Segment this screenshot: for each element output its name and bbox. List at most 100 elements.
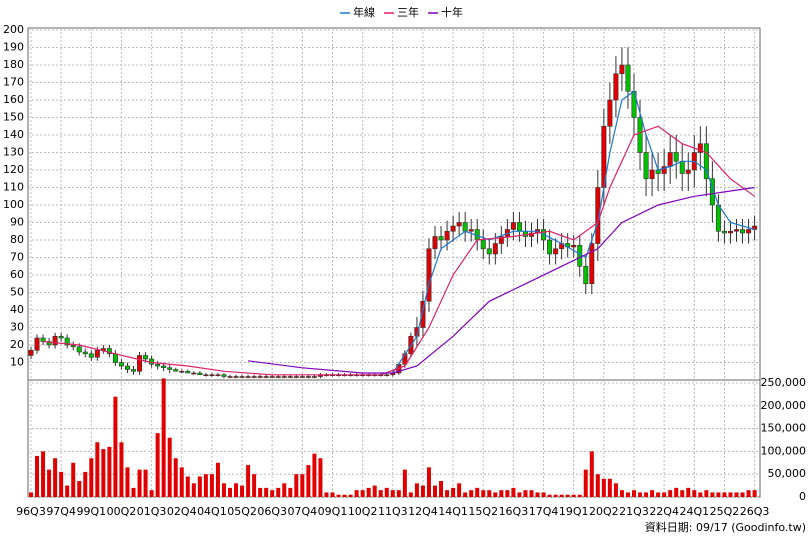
candle-body xyxy=(257,376,263,378)
volume-bar xyxy=(282,483,287,497)
y-tick-label: 30 xyxy=(10,321,24,334)
candle-body xyxy=(263,376,269,378)
volume-bar xyxy=(445,490,450,497)
candle-body xyxy=(251,376,257,378)
volume-bar xyxy=(499,490,504,497)
volume-bar xyxy=(752,490,757,497)
y2-tick-label: 200,000 xyxy=(761,399,807,412)
volume-bar xyxy=(595,474,600,497)
volume-bar xyxy=(149,490,154,497)
volume-bar xyxy=(35,455,40,497)
volume-bar xyxy=(420,485,425,497)
volume-bar xyxy=(710,492,715,497)
candle-body xyxy=(106,348,112,355)
candle-body xyxy=(28,349,34,356)
candle-body xyxy=(173,369,179,372)
volume-bar xyxy=(131,487,136,497)
candle-body xyxy=(486,248,492,255)
volume-bar xyxy=(457,483,462,497)
volume-bar xyxy=(378,490,383,497)
ma-line xyxy=(43,125,755,376)
candle-body xyxy=(589,243,595,285)
legend-label: 三年 xyxy=(397,5,419,19)
candle-body xyxy=(161,365,167,369)
y-tick-label: 40 xyxy=(10,303,24,316)
volume-bar xyxy=(107,446,112,497)
x-tick-label: 16Q3 xyxy=(499,505,529,518)
candle-body xyxy=(221,374,227,377)
volume-bar xyxy=(143,469,148,497)
y2-tick-label: 0 xyxy=(799,490,806,503)
ma-line xyxy=(392,90,755,374)
volume-bar xyxy=(414,483,419,497)
y-tick-label: 150 xyxy=(3,111,24,124)
candle-body xyxy=(239,376,245,378)
candle-body xyxy=(100,348,106,351)
volume-bar xyxy=(161,378,166,497)
candle-body xyxy=(76,346,82,353)
candle-body xyxy=(131,369,137,372)
candle-body xyxy=(299,376,305,378)
volume-bar xyxy=(47,469,52,497)
x-tick-label: 24Q1 xyxy=(679,505,709,518)
candle-body xyxy=(492,243,498,255)
volume-bar xyxy=(125,467,130,497)
candle-body xyxy=(143,355,149,360)
x-tick-label: 19Q1 xyxy=(559,505,589,518)
candle-body xyxy=(305,376,311,378)
candle-body xyxy=(547,239,553,255)
candle-body xyxy=(34,337,40,351)
x-tick-label: 96Q3 xyxy=(16,505,46,518)
volume-bar xyxy=(258,487,263,497)
x-tick-label: 20Q2 xyxy=(589,505,619,518)
volume-bar xyxy=(487,490,492,497)
volume-bar xyxy=(119,442,124,497)
volume-bar xyxy=(728,492,733,497)
volume-bar xyxy=(644,492,649,497)
candle-body xyxy=(118,362,124,367)
x-tick-label: 00Q2 xyxy=(107,505,137,518)
volume-bar xyxy=(384,487,389,497)
candle-body xyxy=(233,376,239,378)
y2-tick-label: 100,000 xyxy=(761,444,807,457)
candle-body xyxy=(685,169,691,174)
volume-bar xyxy=(300,474,305,497)
x-tick-label: 25Q2 xyxy=(710,505,740,518)
candle-body xyxy=(275,376,281,378)
y2-tick-label: 250,000 xyxy=(761,376,807,389)
volume-bar xyxy=(559,494,564,497)
volume-bar xyxy=(179,467,184,497)
x-tick-label: 99Q1 xyxy=(76,505,106,518)
candle-body xyxy=(456,222,462,227)
candle-body xyxy=(155,363,161,367)
candle-body xyxy=(185,370,191,374)
candle-body xyxy=(167,367,173,370)
volume-bar xyxy=(191,483,196,497)
volume-bar xyxy=(632,490,636,497)
volume-bar xyxy=(505,490,510,497)
candle-body xyxy=(619,64,625,75)
candle-body xyxy=(571,244,577,248)
candle-body xyxy=(709,178,715,206)
candle-body xyxy=(721,230,727,234)
volume-bar xyxy=(215,462,220,497)
volume-bar xyxy=(402,469,407,497)
x-tick-label: 26Q3 xyxy=(740,505,770,518)
volume-bar xyxy=(656,492,661,497)
candle-body xyxy=(522,230,528,237)
x-tick-label: 14Q1 xyxy=(438,505,468,518)
volume-bar xyxy=(324,492,329,497)
volume-bar xyxy=(155,433,160,497)
volume-bar xyxy=(583,469,588,497)
volume-bar xyxy=(396,490,401,497)
candle-body xyxy=(667,152,673,167)
volume-bar xyxy=(535,492,540,497)
candle-body xyxy=(607,99,613,127)
volume-bar xyxy=(493,492,498,497)
y-tick-label: 190 xyxy=(3,41,24,54)
candle-body xyxy=(384,374,390,377)
y-tick-label: 90 xyxy=(10,216,24,229)
volume-bar xyxy=(306,465,311,497)
candle-body xyxy=(752,225,758,230)
